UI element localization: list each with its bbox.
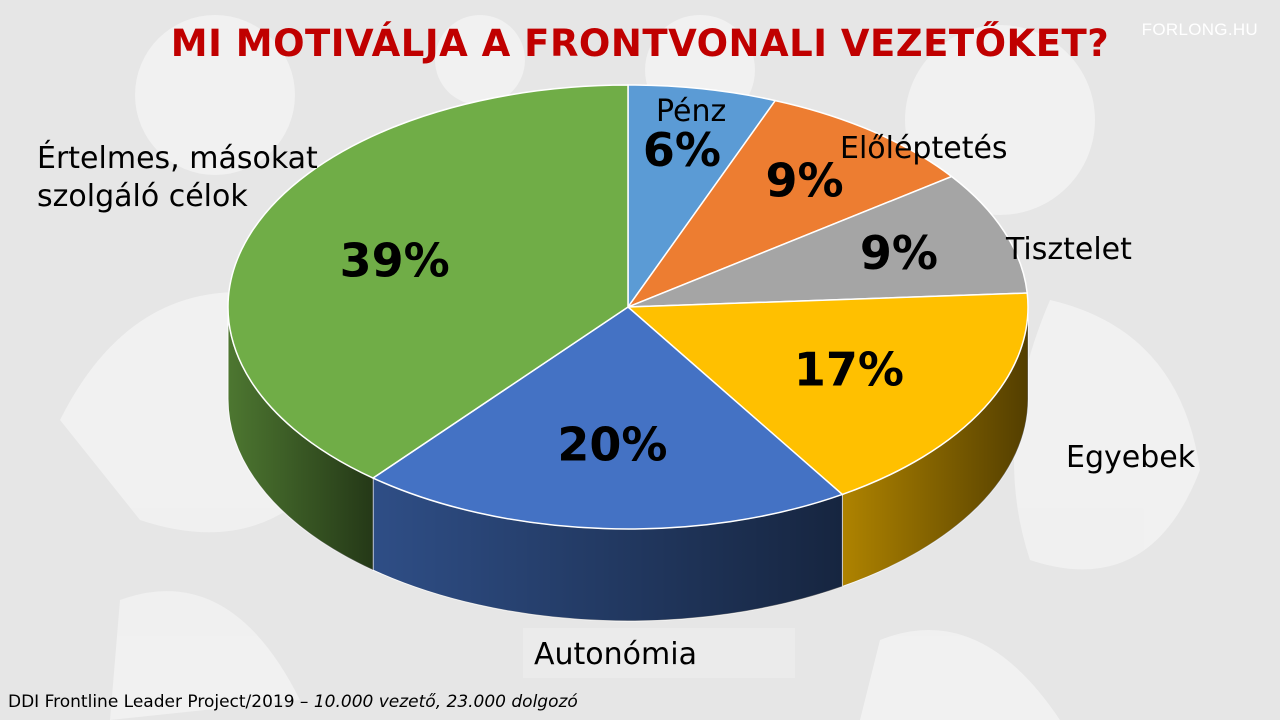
- pie-slices: [227, 84, 1029, 530]
- pie-side-shade-5: [228, 307, 374, 571]
- pie-slice-1: [625, 99, 954, 309]
- slice-label-autonomia: Autonómia: [534, 637, 697, 672]
- source-dash: –: [294, 692, 314, 712]
- slice-label-penz: Pénz: [656, 94, 727, 129]
- pie-value-label-0: 6%: [643, 123, 721, 177]
- source-detail: 10.000 vezető, 23.000 dolgozó: [313, 692, 578, 712]
- pie-value-label-2: 9%: [860, 226, 938, 280]
- pie-slice-2: [627, 175, 1029, 308]
- pie-slice-0: [627, 84, 777, 310]
- pie-value-label-1: 9%: [765, 154, 843, 208]
- source-name: DDI Frontline Leader Project/2019: [8, 692, 295, 712]
- slice-label-ertelmes-celok: Értelmes, másokat szolgáló célok: [37, 141, 318, 214]
- pie-slice-5: [227, 84, 629, 479]
- pie-value-label-3: 17%: [794, 342, 904, 396]
- slice-label-tisztelet: Tisztelet: [1006, 232, 1132, 267]
- pie-value-label-4: 20%: [557, 417, 667, 471]
- pie-value-labels: 6% 9% 9% 17% 20% 39%: [340, 123, 938, 471]
- pie-sides: [227, 306, 1029, 622]
- pie-slice-4: [371, 306, 844, 530]
- source-note: DDI Frontline Leader Project/2019 – 10.0…: [8, 692, 578, 712]
- pie-slice-3: [626, 292, 1029, 496]
- slice-label-egyebek: Egyebek: [1066, 440, 1196, 475]
- pie-side-shade-4: [373, 478, 843, 621]
- label-box-autonomia: [523, 628, 795, 678]
- pie-side-shade-3: [842, 307, 1028, 587]
- page-title: MI MOTIVÁLJA A FRONTVONALI VEZETŐKET?: [170, 22, 1110, 65]
- slice-label-eloleptetes: Előléptetés: [840, 131, 1008, 166]
- pie-value-label-5: 39%: [340, 233, 450, 287]
- brand-logo-text: FORLONG.HU: [1141, 20, 1258, 39]
